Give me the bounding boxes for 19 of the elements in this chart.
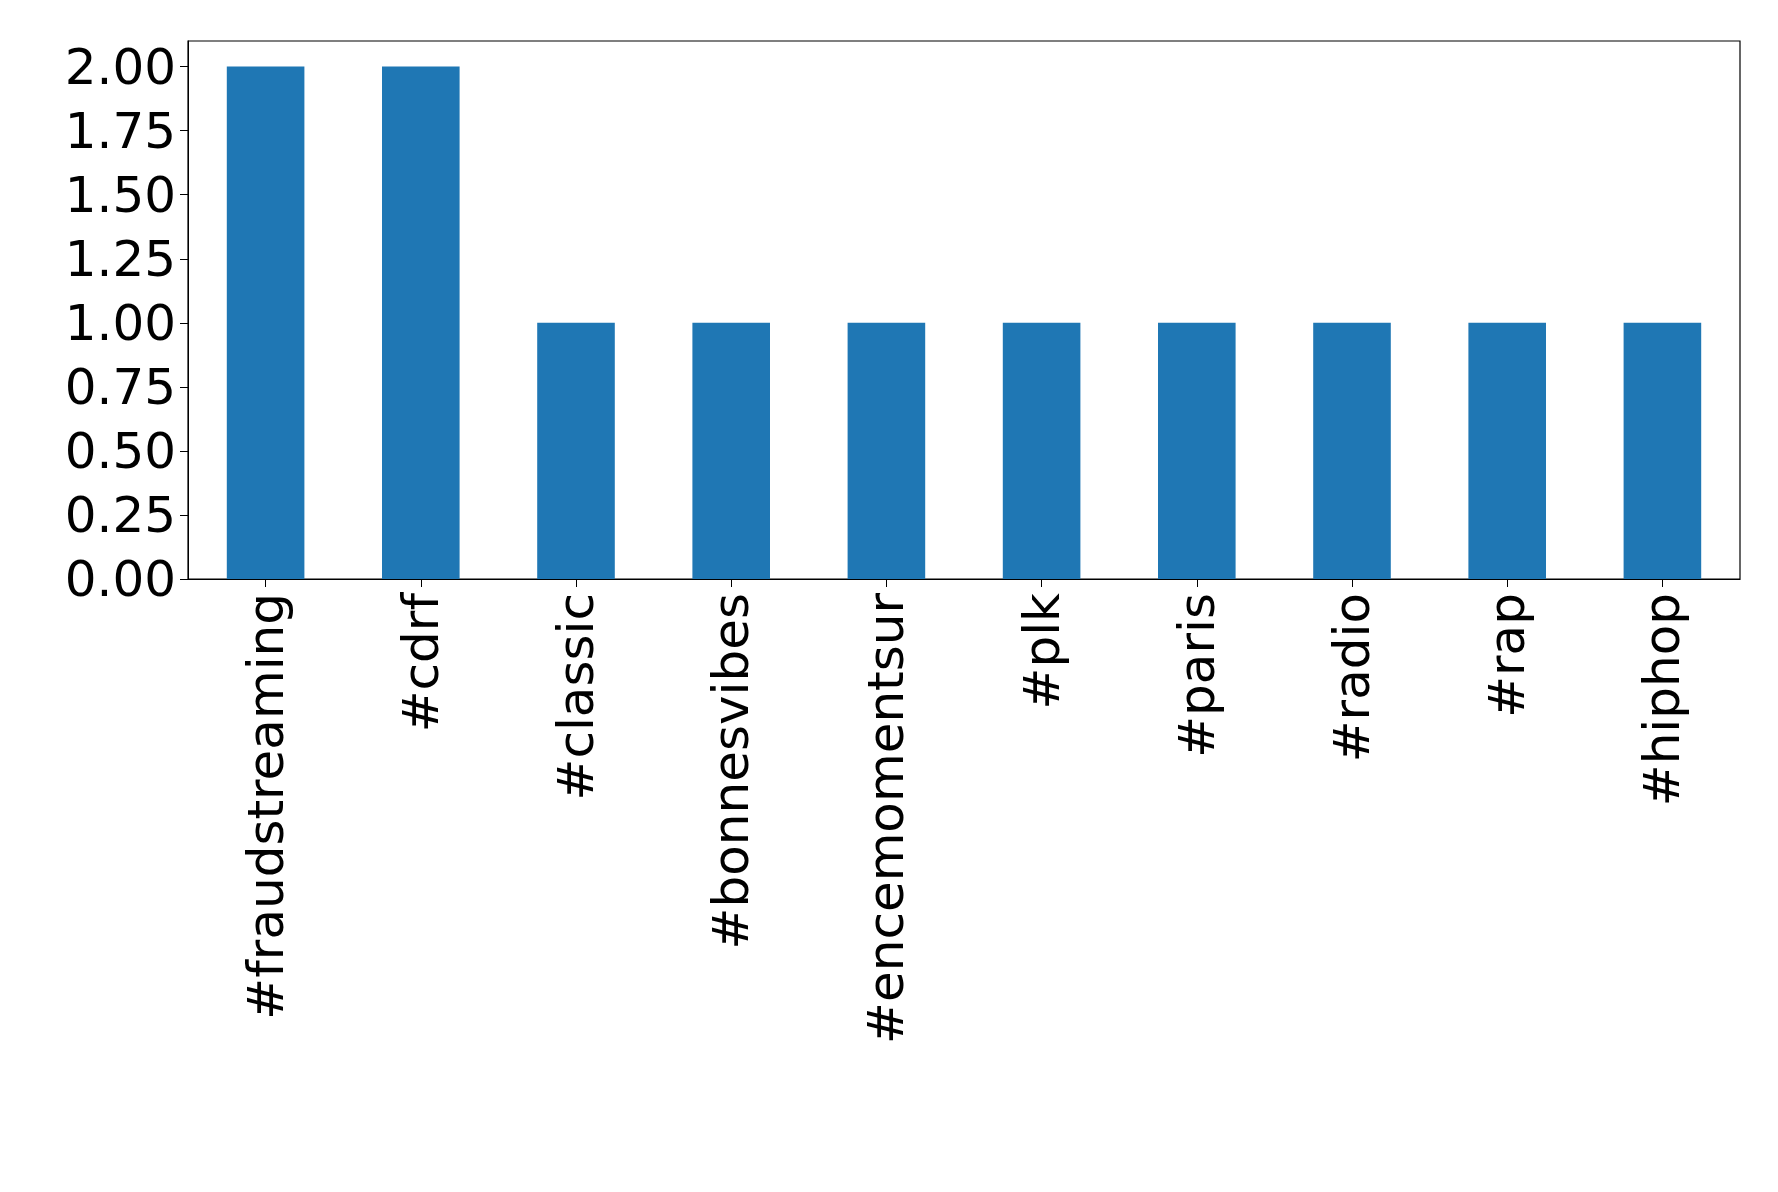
y-tick-label: 2.00 (64, 37, 176, 96)
x-tick-label: #cdrf (391, 591, 450, 733)
y-tick-label: 0.50 (64, 421, 176, 480)
x-tick-label: #hiphop (1633, 593, 1692, 807)
x-tick-label: #bonnesvibes (702, 593, 761, 950)
y-tick-label: 0.25 (64, 485, 176, 544)
y-tick-label: 1.00 (64, 293, 176, 352)
x-tick-label: #fraudstreaming (236, 593, 295, 1020)
x-tick-label: #plk (1012, 592, 1071, 710)
x-tick-label: #paris (1167, 593, 1226, 758)
x-tick-label: #rap (1478, 593, 1537, 718)
x-tick-label: #encemomentsur (857, 592, 916, 1044)
y-tick-label: 0.00 (64, 550, 176, 608)
y-tick-label: 1.50 (64, 165, 176, 224)
x-tick-label: #radio (1323, 593, 1381, 763)
y-tick-label: 1.25 (64, 229, 176, 288)
y-tick-label: 0.75 (64, 357, 176, 416)
x-tick-label: #classic (547, 593, 605, 801)
y-tick-label: 1.75 (64, 101, 176, 160)
